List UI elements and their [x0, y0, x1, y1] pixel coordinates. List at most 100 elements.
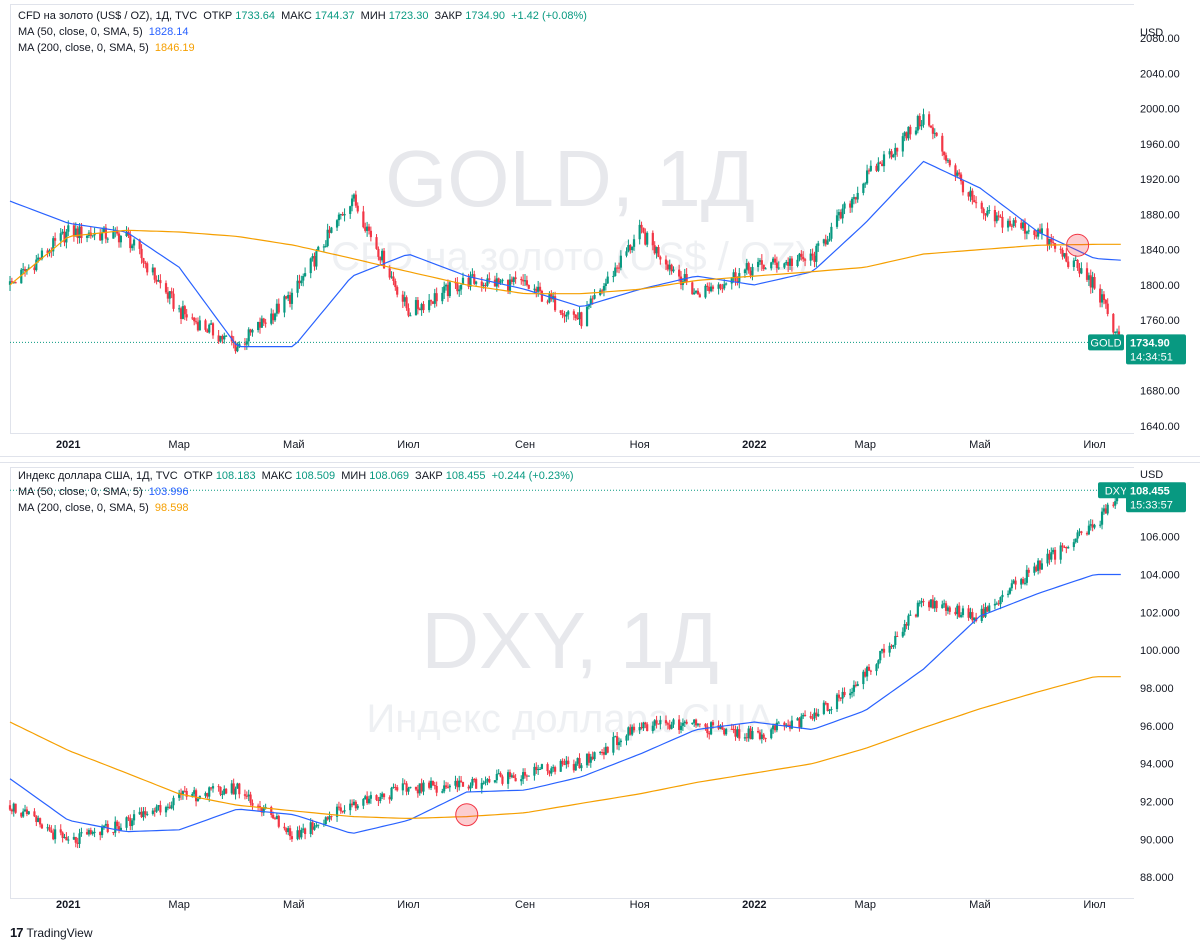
bottom-candle-body: [931, 599, 934, 609]
top-candle-body: [379, 256, 382, 261]
bottom-candle-body: [580, 765, 583, 769]
bottom-candle-body: [683, 721, 686, 723]
bottom-candle-body: [127, 817, 130, 819]
top-candle-body: [865, 170, 869, 184]
top-x-tick-label: Сен: [515, 439, 535, 451]
bottom-candle-body: [935, 601, 938, 609]
bottom-candle-body: [454, 780, 457, 786]
top-candle-body: [704, 285, 707, 298]
bottom-candle-body: [514, 777, 517, 782]
dxy-ma200-row[interactable]: MA (200, close, 0, SMA, 5) 98.598: [18, 500, 577, 516]
bottom-candle-body: [510, 775, 513, 778]
bottom-x-tick-label: Ноя: [630, 899, 650, 911]
bottom-candle-body: [587, 753, 591, 763]
top-candle-body: [706, 285, 709, 287]
bottom-candle-body: [959, 615, 963, 617]
top-candle-body: [758, 260, 762, 262]
top-candle-body: [508, 279, 512, 291]
top-candle-body: [666, 264, 669, 270]
bottom-candle-body: [892, 645, 895, 647]
bottom-candle-body: [775, 722, 778, 731]
bottom-candle-body: [790, 720, 794, 729]
top-candle-body: [984, 213, 987, 216]
dxy-symbol[interactable]: Индекс доллара США, 1Д, TVC: [18, 470, 178, 482]
bottom-candle-body: [670, 724, 673, 729]
top-candle-body: [717, 284, 720, 289]
top-candle-body: [723, 284, 726, 289]
gold-chart-pane[interactable]: GOLD, 1Д CFD на золото (US$ / OZ) 1640.00 1…: [0, 0, 1200, 457]
bottom-candle-body: [1012, 580, 1015, 584]
bottom-candle-body: [777, 722, 780, 724]
bottom-candle-body: [343, 810, 346, 812]
bottom-candle-body: [303, 828, 307, 835]
bottom-candle-body: [407, 788, 410, 792]
bottom-watermark-main: DXY, 1Д: [421, 596, 718, 685]
top-candle-body: [418, 308, 421, 311]
top-candle-body: [659, 256, 662, 260]
gold-ma200-row[interactable]: MA (200, close, 0, SMA, 5) 1846.19: [18, 40, 590, 56]
dxy-ma50-row[interactable]: MA (50, close, 0, SMA, 5) 103.996: [18, 484, 577, 500]
top-candle-body: [589, 298, 592, 305]
bottom-candle-body: [918, 602, 921, 604]
top-candle-body: [905, 132, 908, 139]
bottom-candle-body: [367, 798, 371, 804]
gold-ma50-row[interactable]: MA (50, close, 0, SMA, 5) 1828.14: [18, 24, 590, 40]
top-candle-body: [433, 293, 436, 304]
top-candle-body: [106, 238, 109, 240]
bottom-candle-body: [640, 727, 643, 729]
top-candle-body: [956, 172, 959, 176]
top-candle-body: [155, 279, 158, 282]
top-candle-body: [523, 280, 527, 282]
top-candle-body: [8, 281, 12, 285]
top-candle-body: [1115, 331, 1119, 333]
dxy-low-label: МИН: [341, 470, 367, 482]
bottom-candle-body: [302, 828, 305, 830]
top-candle-body: [711, 286, 715, 289]
bottom-candle-body: [326, 817, 329, 820]
tradingview-logo[interactable]: 17 TradingView: [10, 925, 93, 940]
top-candle-body: [520, 279, 523, 281]
dxy-chart-pane[interactable]: DXY, 1Д Индекс доллара США 88.000 90.000 92.…: [0, 462, 1200, 923]
top-candle-body: [1025, 231, 1028, 234]
bottom-candle-body: [537, 769, 540, 771]
top-candle-body: [76, 228, 79, 239]
dxy-chart-svg[interactable]: DXY, 1Д Индекс доллара США 88.000 90.000 92.…: [0, 463, 1200, 923]
bottom-candle-body: [756, 731, 760, 733]
top-candle-body: [800, 253, 803, 257]
bottom-candle-body: [257, 805, 260, 807]
top-candle-body: [339, 214, 342, 216]
bottom-candle-body: [48, 827, 51, 831]
top-candle-body: [850, 198, 854, 208]
top-candle-body: [540, 290, 544, 302]
top-candle-body: [931, 127, 934, 134]
bottom-candle-body: [236, 783, 239, 789]
top-candle-body: [273, 313, 277, 321]
bottom-candle-body: [91, 832, 94, 834]
top-candle-body: [691, 282, 694, 295]
bottom-candle-body: [129, 818, 132, 827]
top-candle-body: [196, 322, 200, 331]
bottom-candle-body: [208, 787, 211, 797]
bottom-candle-body: [264, 806, 267, 808]
top-candle-body: [102, 227, 106, 233]
bottom-candle-body: [969, 612, 972, 618]
top-candle-body: [405, 297, 408, 309]
gold-chart-svg[interactable]: GOLD, 1Д CFD на золото (US$ / OZ) 1640.00 1…: [0, 0, 1200, 456]
bottom-candle-body: [405, 783, 408, 792]
bottom-candle-body: [905, 624, 908, 626]
top-candle-body: [995, 215, 998, 222]
bottom-candle-body: [27, 811, 30, 815]
top-candle-body: [881, 163, 884, 167]
bottom-candle-body: [431, 780, 435, 786]
bottom-candle-body: [749, 728, 752, 740]
top-candle-body: [587, 304, 591, 307]
dxy-legend: Индекс доллара США, 1Д, TVC ОТКР 108.183 …: [18, 468, 577, 516]
top-candle-body: [46, 250, 49, 254]
gold-symbol[interactable]: CFD на золото (US$ / OZ), 1Д, TVC: [18, 10, 198, 22]
top-candle-body: [892, 154, 895, 158]
bottom-candle-body: [881, 648, 884, 651]
top-candle-body: [875, 165, 878, 171]
bottom-candle-body: [719, 725, 722, 729]
top-candle-body: [959, 174, 963, 182]
top-candle-body: [1089, 275, 1092, 288]
